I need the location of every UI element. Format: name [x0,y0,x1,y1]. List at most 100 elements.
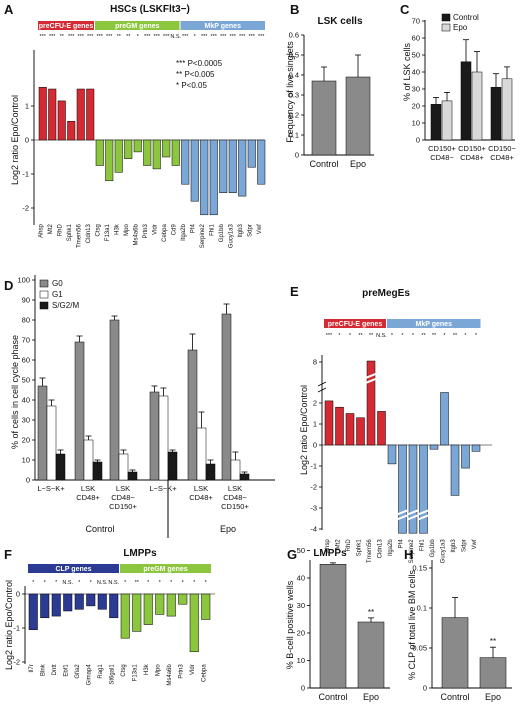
legend-swatch-control [441,13,451,22]
panel-letter-f: F [4,547,12,562]
panel-d-bar-0-4 [187,349,198,481]
panel-c-xtick-0-a: CD150+ [428,144,456,153]
panel-e-tick-label-4: -2 [310,483,317,492]
panel-a-bar-Fhl1 [209,139,218,216]
legend-swatch-g1 [39,290,49,299]
panel-e-group-1-banner-label: MkP genes [416,321,453,328]
panel-b-tick-label-6: 0.6 [289,31,299,40]
panel-d-tick-label-5: 50 [22,376,30,385]
panel-a-sig-22: *** [249,34,256,40]
panel-e-gene-Sphk1: Sphk1 [357,539,363,557]
panel-a-sig-7: *** [106,34,113,40]
panel-f-sig-15: * [205,580,208,586]
panel-e-tick-label-top: 8 [313,358,317,367]
panel-b-tick-label-4: 0.4 [289,71,299,80]
panel-e-bar-break-9 [418,509,429,521]
panel-c-tick-label-0: 0 [416,136,420,145]
panel-a-gene-Cldn13: Cldn13 [86,224,92,244]
panel-a-sig-21: *** [239,34,246,40]
panel-f-group-1-banner-label: preGM genes [143,566,187,573]
panel-a-gene-Ahsp: Ahsp [39,224,45,238]
panel-b-xtick-Epo: Epo [350,159,366,169]
panel-f-bar-Ctsg [120,593,130,639]
panel-g-tick-label-4: 40 [297,574,305,583]
panel-d-tick-label-4: 40 [22,396,30,405]
panel-a-gene-Sdpr: Sdpr [248,224,254,237]
panel-letter-c: C [400,2,410,17]
panel-b-xtick-Control: Control [309,159,338,169]
panel-e-gene-Serpine2: Serpine2 [409,539,415,564]
panel-d-tick-label-3: 30 [22,416,30,425]
panel-e-bar-break-7 [397,509,408,521]
panel-e-bar-Itga2b [387,444,397,465]
panel-f-sig-4: * [78,580,81,586]
panel-a-sig-12: *** [154,34,161,40]
panel-a-sig-14: N.S. [170,34,181,40]
panel-a-gene-Itga2b: Itga2b [181,224,187,241]
panel-a-sig-0: *** [40,34,47,40]
panel-c-tick-label-7: 70 [412,17,420,26]
panel-f-gene-Blnk: Blnk [41,663,47,676]
panel-d-xtick-1-b: CD48+ [76,493,100,502]
panel-g-bar-Control [319,564,347,689]
panel-letter-d: D [4,278,13,293]
panel-d-xtick-2-b: CD48− [111,493,135,502]
panel-f-bar-H3k [143,593,153,625]
panel-g-sig-1: ** [368,608,374,617]
panel-e-gene-Cldn13: Cldn13 [378,539,384,559]
panel-g-tick-label-0: 0 [301,684,305,693]
panel-d-xtick-2-a: LSK [116,484,130,493]
panel-a-sig-6: *** [97,34,104,40]
panel-a-bar-Vldr [152,139,161,170]
panel-f-gene-H3k: H3k [144,663,150,675]
panel-e-tick-label-0: 2 [313,399,317,408]
panel-e-bar-Pf4 [398,444,407,534]
panel-a-tick-label-3: -2 [22,204,29,213]
panel-d-bar-0-3 [149,391,160,481]
panel-e-bar-Gucy1a3 [440,392,449,446]
panel-e-sig-3: ** [358,333,363,339]
panel-d-tick-label-8: 80 [22,316,30,325]
panel-a-bar-Pf4 [190,139,199,202]
panel-g-xtick-Control: Control [318,692,347,702]
panel-e-sig-9: ** [421,333,426,339]
panel-e-gene-RhD: RhD [346,539,352,552]
panel-f-group-0-banner-label: CLP genes [55,566,91,573]
panel-b-tick-label-3: 0.3 [289,91,299,100]
panel-d-group-control: Control [85,524,114,534]
panel-e-sig-12: ** [453,333,458,339]
panel-a-bar-Itgb3 [238,139,247,197]
panel-a-gene-H3k: H3k [115,223,121,235]
panel-a-bar-Cebpa [162,139,171,158]
panel-h-ylabel: % CLP of total live BM cells [407,570,417,680]
panel-e-bar-Ahsp [324,400,334,446]
panel-a-gene-Ctsg: Ctsg [96,224,102,236]
panel-e-gene-Sdpr: Sdpr [462,539,468,552]
panel-e-bar-Sdpr [461,444,470,469]
panel-f-bar-Gfia2 [74,593,84,610]
panel-f-gene-Gfia2: Gfia2 [75,664,81,679]
panel-d-xtick-2-c: CD150+ [109,502,137,511]
panel-d-bar-2-1 [92,461,103,481]
panel-a-tick-label-2: -1 [22,170,29,179]
panel-c-legend-epo: Epo [453,23,468,32]
panel-a-bar-Gp1bb [219,139,228,193]
panel-f-gene-Mpo: Mpo [156,664,162,676]
panel-f-bar-Ebf1 [63,593,73,612]
panel-a-bar-Prtn3 [143,139,152,166]
panel-h-bar-Epo [479,657,507,689]
panel-a-gene-Mt2: Mt2 [48,224,54,235]
panel-c-tick-label-1: 10 [412,119,420,128]
panel-f-gene-Vldr: Vldr [190,664,196,675]
panel-f-bar-Mpo [155,593,165,615]
panel-f-gene-Rag1: Rag1 [98,664,104,679]
panel-e-group-0-banner [324,319,386,328]
panel-b-title: LSK cells [317,16,362,27]
panel-h-bar-Control [441,617,469,689]
panel-d-legend-g1: G1 [52,290,63,299]
panel-f-sig-12: * [170,580,173,586]
panel-f-sig-8: * [124,580,127,586]
panel-f-gene-Cebpa: Cebpa [202,664,208,682]
panel-d-bar-0-0 [37,385,48,481]
